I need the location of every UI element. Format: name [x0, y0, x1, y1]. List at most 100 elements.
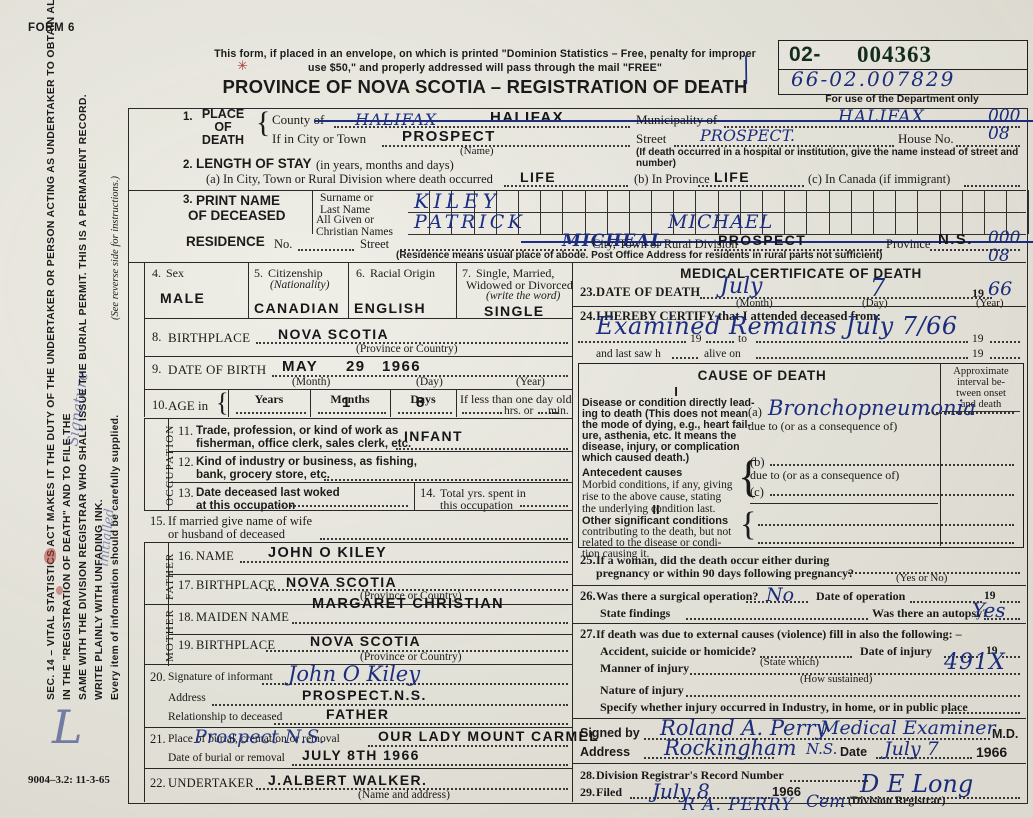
deceased-label-1: PRINT NAME: [196, 193, 280, 208]
marital-value: SINGLE: [484, 303, 545, 319]
certify-line-1: [578, 341, 686, 343]
trade-number: 11.: [178, 424, 194, 438]
other-conditions-2: related to the disease or condi-: [582, 537, 722, 549]
last-worked-number: 13.: [178, 486, 194, 500]
mother-maiden-rule: [168, 634, 572, 635]
residence-no-label: No.: [274, 237, 293, 251]
industry-line: [324, 479, 568, 481]
residence-city-value: PROSPECT: [718, 232, 807, 248]
county-label: County of: [272, 112, 325, 127]
length-of-stay-a-value: LIFE: [520, 169, 556, 185]
racial-divider: [456, 262, 457, 318]
certify-year-2: 19: [972, 333, 984, 345]
registration-handwritten-box: 66-02.007829: [778, 67, 1028, 95]
dod-year-prefix: 19: [972, 286, 984, 300]
certify-line-3: [756, 341, 968, 343]
street-label: Street: [636, 131, 667, 146]
place-of-death-label-2: OF: [214, 120, 232, 134]
undertaker-label: UNDERTAKER: [168, 776, 254, 790]
father-name-number: 16.: [178, 549, 194, 563]
interval-divider: [940, 363, 941, 546]
signer-address-label: Address: [580, 745, 631, 759]
q25-line: [848, 572, 1020, 574]
q25-sub: (Yes or No): [896, 572, 948, 584]
dod-year: 66: [988, 278, 1013, 300]
last-worked-line: [278, 505, 408, 507]
cause-part2-rule: [750, 503, 938, 504]
father-name-value: JOHN O KILEY: [268, 545, 388, 561]
marital-label-1: Single, Married,: [476, 266, 555, 280]
place-of-death-label-3: DEATH: [201, 133, 245, 147]
cause-part-1: I: [674, 384, 678, 399]
informant-relationship-value: FATHER: [326, 706, 390, 722]
marital-sub: (write the word): [486, 290, 561, 302]
trade-value: INFANT: [404, 428, 463, 444]
length-of-stay-a-line: [504, 185, 628, 187]
residence-note: (Residence means usual place of abode. P…: [396, 250, 883, 261]
marital-label-2: Widowed or Divorced: [466, 278, 573, 292]
signer-date-value: July 7: [884, 738, 939, 760]
racial-origin-label: Racial Origin: [370, 266, 435, 280]
sex-label: Sex: [166, 266, 184, 280]
age-grid-left: [228, 389, 229, 417]
residence-margin-code-1: 000: [988, 228, 1021, 248]
father-birthplace-value: NOVA SCOTIA: [286, 574, 398, 590]
margin-notice-reverse-side: (See reverse side for instructions.): [110, 176, 121, 320]
age-brace: {: [216, 388, 229, 417]
burial-number: 21.: [150, 732, 166, 746]
informant-signature-label: Signature of informant: [168, 671, 273, 683]
q29-extra-perry: R A. PERRY: [682, 795, 794, 815]
mother-side-label: MOTHER: [164, 608, 176, 662]
certify-year-3-line: [990, 357, 1020, 359]
length-of-stay-b-line: [698, 185, 804, 187]
length-of-stay-b-value: LIFE: [714, 169, 750, 185]
dod-line: [700, 297, 992, 299]
place-margin-code-2: 08: [988, 124, 1010, 144]
undertaker-sub: (Name and address): [358, 789, 450, 801]
q26-label: Was there a surgical operation?: [596, 589, 759, 603]
house-no-line: [956, 145, 1020, 147]
residence-street-label: Street: [360, 237, 390, 251]
city-town-sub: (Name): [460, 145, 494, 157]
cause-due-to-1: due to (or as a consequence of): [748, 419, 898, 433]
department-use-note: For use of the Department only: [825, 94, 979, 105]
cause-b-line: [770, 464, 1014, 466]
certify-label: I HEREBY CERTIFY that I attended decease…: [596, 309, 881, 323]
q25-rule: [572, 585, 1026, 586]
q26-number: 26.: [580, 589, 596, 603]
dob-sub-year: (Year): [516, 376, 545, 388]
age-months-header: Months: [330, 392, 370, 406]
cause-part1-desc-6: which caused death.): [582, 452, 690, 464]
medical-certificate-title: MEDICAL CERTIFICATE OF DEATH: [680, 266, 922, 281]
last-worked-label-1: Date deceased last woked: [196, 486, 340, 499]
age-grid-1: [310, 389, 311, 417]
cause-of-death-title: CAUSE OF DEATH: [697, 368, 827, 383]
mother-birthplace-value: NOVA SCOTIA: [310, 633, 422, 649]
antecedent-line-2: rise to the above cause, stating: [582, 491, 722, 503]
age-less-than-day-label: If less than one day old: [460, 392, 572, 406]
occupation-side-rule: [168, 418, 169, 510]
registration-handwritten-number: 66-02.007829: [791, 67, 956, 91]
dob-sub-day: (Day): [416, 376, 443, 388]
other-conditions-1: contributing to the death, but not: [582, 526, 732, 538]
signer-year: 1966: [976, 744, 1008, 760]
q27-specify-label: Specify whether injury occurred in Indus…: [600, 700, 968, 714]
interval-header-1: Approximate: [953, 366, 1009, 377]
age-label: AGE in: [168, 398, 209, 413]
q26-value: No: [766, 584, 795, 606]
trade-rule: [168, 451, 572, 452]
q27-manner-sub: (How sustained): [800, 673, 873, 685]
informant-signature-line: [262, 683, 568, 685]
form-body-frame: [128, 108, 1028, 804]
dod-label: DATE OF DEATH: [596, 285, 701, 299]
certify-to-label: to: [738, 333, 747, 345]
length-of-stay-number: 2.: [183, 159, 193, 171]
dob-line: [272, 375, 568, 377]
informant-signature-value: John O Kiley: [288, 662, 421, 686]
place-of-death-brace: {: [256, 106, 271, 139]
trade-label-1: Trade, profession, or kind of work as: [196, 424, 399, 437]
dod-month: July: [720, 274, 763, 299]
spouse-rule: [144, 542, 572, 543]
antecedent-brace: {: [738, 452, 760, 501]
given-names-grid: [408, 212, 1030, 235]
